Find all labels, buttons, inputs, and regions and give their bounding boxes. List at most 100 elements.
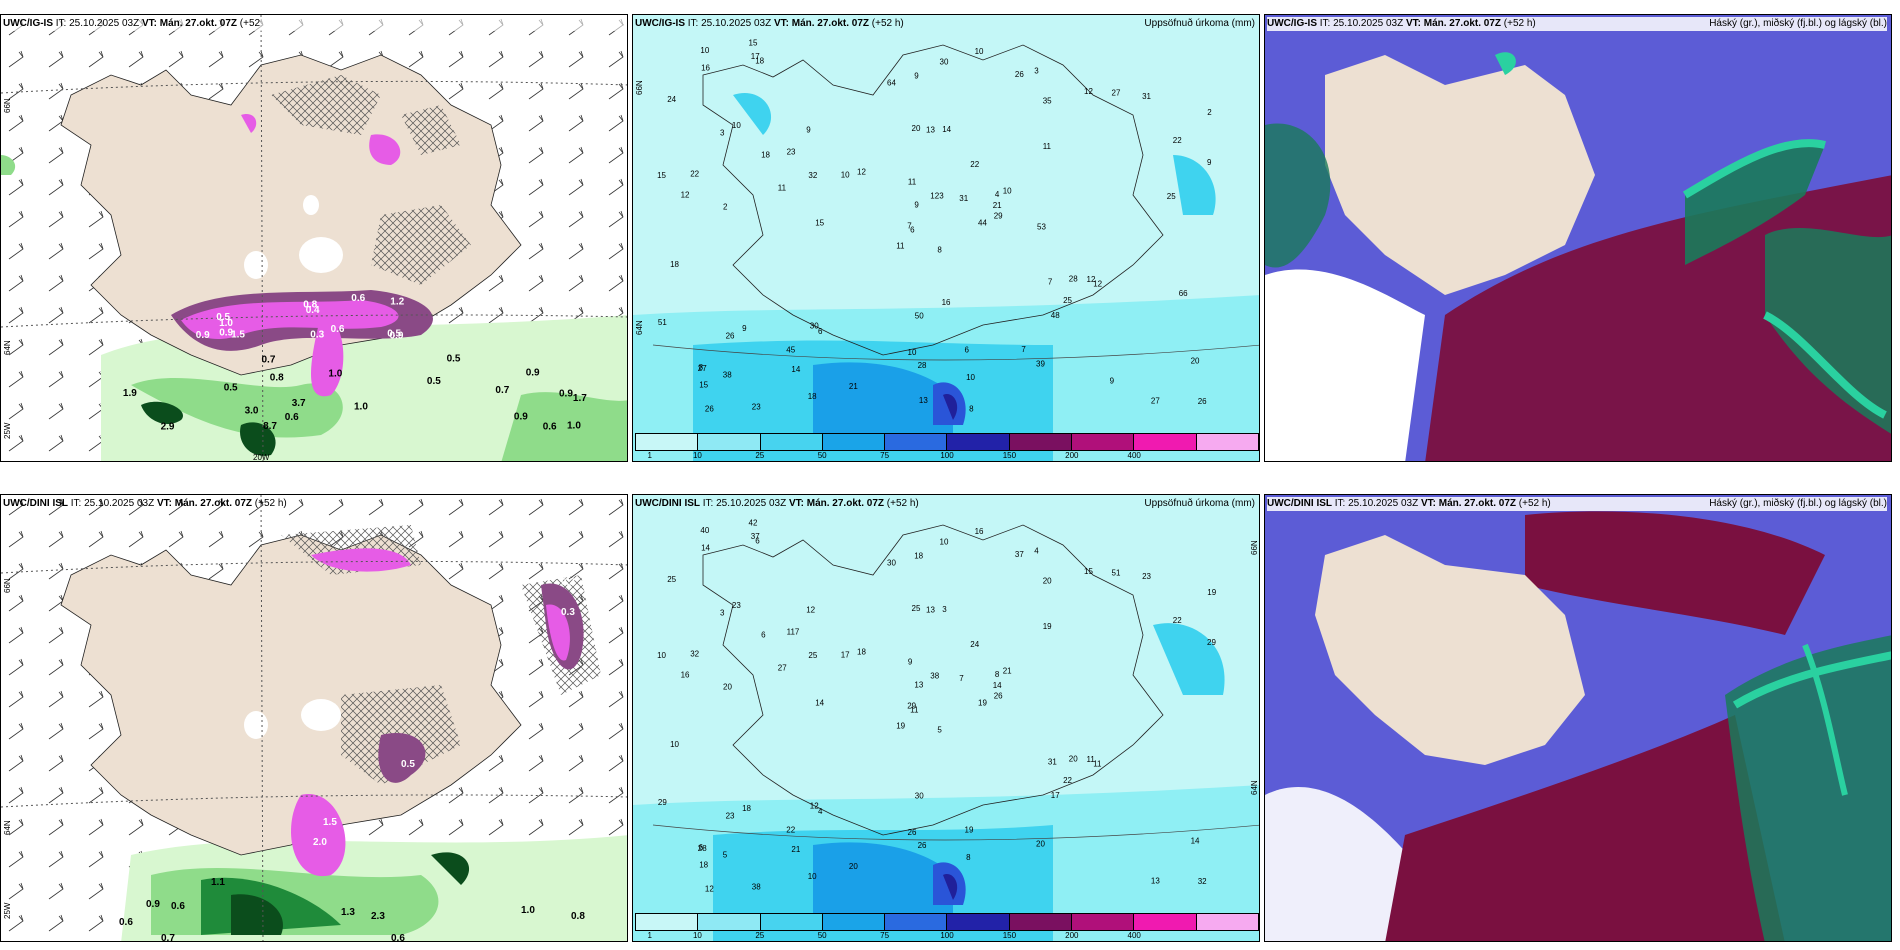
station-value: 38: [930, 671, 939, 680]
model-title: UWC/DINI ISL: [1267, 498, 1332, 509]
cloud-map: [1265, 15, 1891, 461]
legend-ticks: 1 10 25 50 75 100 150 200 400: [635, 931, 1259, 941]
station-value: 19: [978, 698, 987, 707]
station-value: 3: [720, 608, 725, 617]
legend-tick: 75: [880, 931, 890, 940]
precip-value: 0.7: [495, 385, 509, 396]
station-value: 18: [857, 648, 866, 657]
legend-tick: 10: [692, 931, 702, 940]
station-value: 25: [667, 575, 676, 584]
station-value: 18: [699, 861, 708, 870]
precip-value: 1.0: [328, 368, 342, 379]
station-value: 24: [970, 640, 979, 649]
map-canvas: 8368463143544182622111123202291215141310…: [633, 15, 1259, 461]
station-value: 26: [726, 332, 735, 341]
station-value: 6: [965, 345, 970, 354]
station-value: 12: [705, 885, 714, 894]
svg-text:1.1: 1.1: [211, 877, 225, 888]
precip-value: 1.9: [123, 388, 137, 399]
legend-tick: 25: [755, 931, 765, 940]
station-value: 10: [975, 47, 984, 56]
iceland-coastline: [702, 524, 1164, 836]
snow-value: 0.6: [351, 293, 365, 304]
station-value: 25: [808, 651, 817, 660]
station-value: 5: [723, 851, 728, 860]
lat-label-66: 66N: [1250, 540, 1259, 555]
station-value: 4: [995, 190, 1000, 199]
station-value: 31: [1048, 757, 1057, 766]
station-value: 14: [791, 365, 800, 374]
station-value: 4: [818, 807, 823, 816]
snow-value: 1.0: [219, 318, 233, 329]
precip-value: 0.5: [427, 376, 441, 387]
snow-value: 0.8: [303, 299, 317, 310]
snow-value: 0.4: [306, 305, 320, 316]
valid-time: Mán. 27.okt. 07Z: [174, 498, 252, 509]
station-value: 30: [887, 558, 896, 567]
legend-swatch: [760, 434, 823, 450]
station-value: 22: [690, 170, 699, 179]
snow-value: 0.6: [331, 324, 345, 335]
legend-tick: 25: [755, 451, 765, 460]
station-value: 20: [912, 124, 921, 133]
precip-snow: [181, 300, 399, 340]
cloud-map: [1265, 495, 1891, 941]
station-value: 22: [1173, 616, 1182, 625]
legend-swatch: [1009, 434, 1073, 450]
station-value: 9: [908, 658, 913, 667]
station-value: 3: [942, 605, 947, 614]
station-value: 6: [818, 327, 823, 336]
station-value: 18: [742, 804, 751, 813]
svg-text:0.6: 0.6: [391, 933, 405, 942]
station-value: 12: [810, 802, 819, 811]
station-values: 8368463143544182622111123202291215141310…: [657, 38, 1212, 413]
station-value: 25: [1063, 296, 1072, 305]
station-value: 8: [699, 363, 704, 372]
snow-value: 1.5: [231, 329, 245, 340]
station-value: 27: [1112, 89, 1121, 98]
station-value: 12: [681, 191, 690, 200]
legend-swatch: [947, 914, 1010, 930]
station-value: 22: [1063, 776, 1072, 785]
lat-label-64: 64N: [1250, 780, 1259, 795]
iceland-land: [60, 54, 522, 376]
station-value: 7: [959, 674, 964, 683]
lead-time: (+52 h): [871, 18, 904, 29]
station-value: 19: [896, 722, 905, 731]
field-title: Háský (gr.), miðský (fj.bl.) og lágský (…: [1709, 498, 1887, 509]
map-canvas: 2.0 1.5 0.3 0.3 0.5 1.1 0.9 0.6 0.6 0.7 …: [1, 495, 627, 942]
station-value: 7: [1048, 277, 1053, 286]
init-time: IT: 25.10.2025 03Z: [687, 18, 772, 29]
station-value: 48: [1051, 311, 1060, 320]
precip-value: 0.6: [285, 412, 299, 423]
init-time: IT: 25.10.2025 03Z: [1319, 18, 1404, 29]
station-value: 7: [907, 221, 912, 230]
station-value: 51: [1112, 569, 1121, 578]
station-value: 20: [1043, 577, 1052, 586]
precip-value: 0.9: [559, 389, 573, 400]
station-value: 19: [1043, 622, 1052, 631]
station-value: 21: [849, 382, 858, 391]
station-value: 3: [1034, 66, 1039, 75]
station-value: 14: [1191, 836, 1200, 845]
precip-value: 0.5: [447, 354, 461, 365]
station-value: 16: [701, 63, 710, 72]
station-value: 19: [965, 825, 974, 834]
precip-value: 0.6: [543, 422, 557, 433]
station-value: 21: [993, 201, 1002, 210]
panel-header: UWC/IG-IS IT: 25.10.2025 03Z VT: Mán. 27…: [635, 18, 1255, 29]
station-value: 18: [670, 260, 679, 269]
station-value: 14: [993, 681, 1002, 690]
precip-value: 1.0: [567, 420, 581, 431]
station-value: 11: [1043, 142, 1052, 151]
legend-swatch: [760, 914, 823, 930]
model-title: UWC/DINI ISL: [3, 498, 68, 509]
station-value: 10: [732, 121, 741, 130]
station-value: 2: [1207, 108, 1212, 117]
lon-label-20: 20W: [253, 453, 270, 462]
station-value: 4: [1034, 546, 1039, 555]
station-value: 5: [937, 726, 942, 735]
station-value: 11: [778, 184, 787, 193]
station-value: 44: [978, 218, 987, 227]
station-value: 20: [849, 862, 858, 871]
